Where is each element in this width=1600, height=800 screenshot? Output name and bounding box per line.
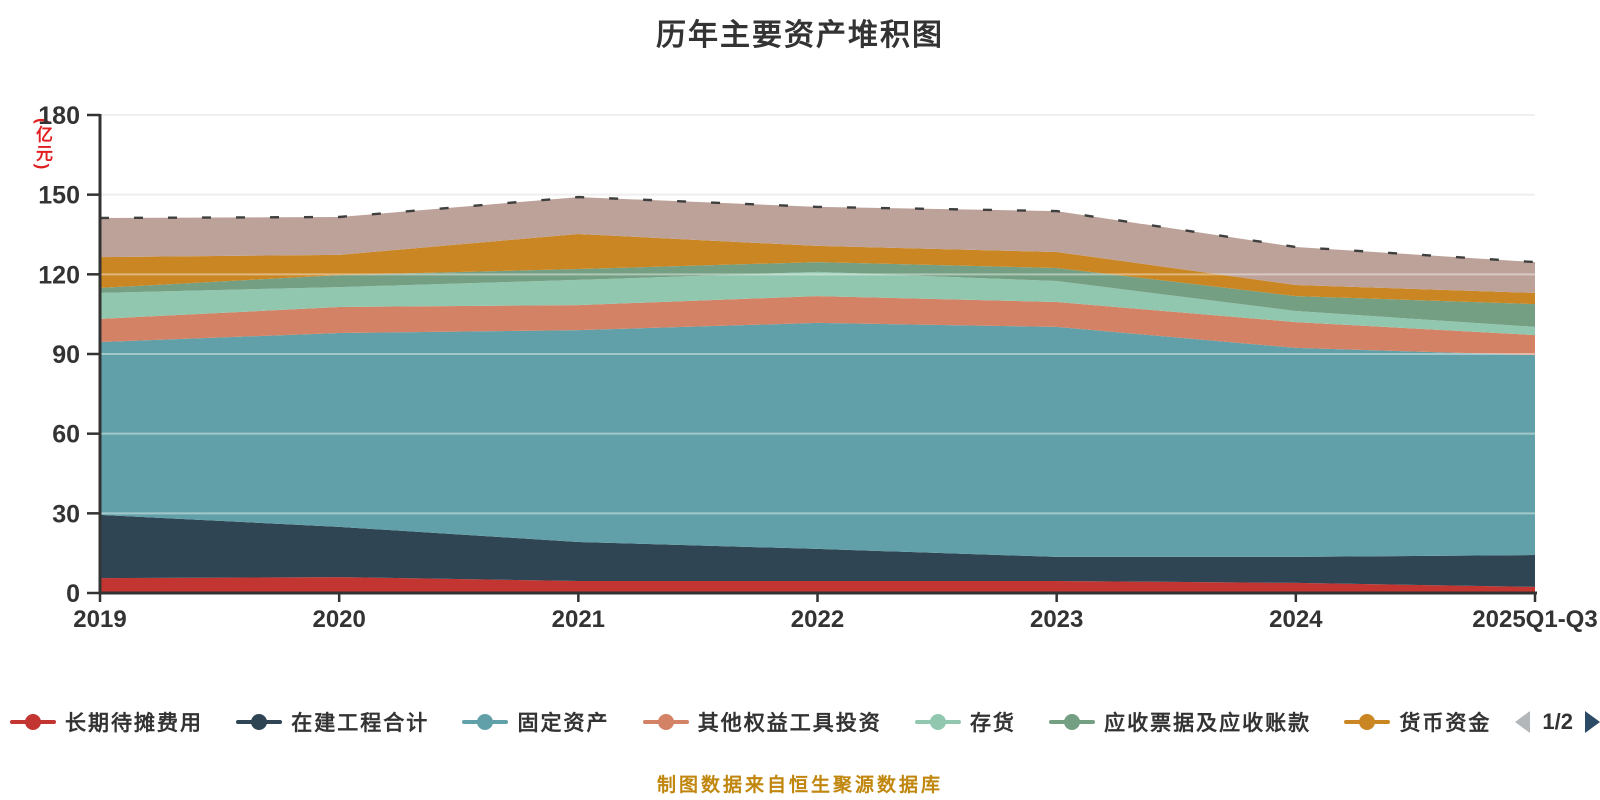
y-axis-label: 120 bbox=[38, 261, 80, 289]
area-货币资金[interactable] bbox=[100, 234, 1535, 305]
y-axis-label: 0 bbox=[66, 580, 80, 608]
legend-next-arrow-icon[interactable] bbox=[1585, 711, 1600, 733]
area-固定资产[interactable] bbox=[100, 322, 1535, 557]
legend-label: 存货 bbox=[969, 712, 1016, 735]
data-source-note: 制图数据来自恒生聚源数据库 bbox=[656, 775, 943, 796]
legend-pagination: 1/2 bbox=[1515, 709, 1600, 735]
area-长期待摊费用[interactable] bbox=[100, 577, 1535, 593]
legend: 长期待摊费用 在建工程合计 固定资产 其他权益工具投资 存货 应收票据及应收账款 货币资金 … bbox=[10, 700, 1600, 744]
legend-item-货币资金[interactable]: 货币资金 bbox=[1344, 707, 1491, 737]
legend-marker-icon bbox=[914, 714, 961, 730]
legend-marker-icon bbox=[462, 714, 509, 730]
legend-item-固定资产[interactable]: 固定资产 bbox=[462, 707, 609, 737]
area-series-8[interactable] bbox=[100, 197, 1535, 293]
plot-area[interactable]: 0 30 60 90 120 150 180 2019 2020 2021 2022 2023 2024… bbox=[0, 0, 1600, 660]
legend-item-存货[interactable]: 存货 bbox=[914, 707, 1016, 737]
legend-label: 长期待摊费用 bbox=[65, 712, 203, 735]
legend-page-indicator: 1/2 bbox=[1542, 709, 1573, 734]
legend-marker-icon bbox=[642, 714, 689, 730]
legend-label: 在建工程合计 bbox=[291, 712, 430, 735]
legend-item-在建工程合计[interactable]: 在建工程合计 bbox=[236, 707, 429, 737]
area-应收票据及应收账款[interactable] bbox=[100, 262, 1535, 327]
legend-item-应收票据及应收账款[interactable]: 应收票据及应收账款 bbox=[1049, 707, 1311, 737]
legend-label: 其他权益工具投资 bbox=[697, 712, 882, 735]
legend-label: 固定资产 bbox=[517, 712, 610, 735]
x-axis-label: 2025Q1-Q3 bbox=[1472, 606, 1597, 633]
x-axis-label: 2024 bbox=[1269, 606, 1323, 633]
x-axis-label: 2019 bbox=[73, 606, 126, 633]
y-axis-label: 30 bbox=[52, 500, 80, 528]
y-axis-unit-label: (亿元) bbox=[33, 118, 52, 172]
legend-label: 货币资金 bbox=[1399, 712, 1492, 735]
y-axis-label: 60 bbox=[52, 421, 80, 449]
area-在建工程合计[interactable] bbox=[100, 514, 1535, 587]
area-存货[interactable] bbox=[100, 271, 1535, 336]
y-axis-label: 180 bbox=[38, 102, 80, 130]
legend-marker-icon bbox=[236, 714, 283, 730]
y-axis-label: 90 bbox=[52, 341, 80, 369]
legend-item-长期待摊费用[interactable]: 长期待摊费用 bbox=[10, 707, 203, 737]
stack-top-edge bbox=[99, 195, 1536, 264]
area-其他权益工具投资[interactable] bbox=[100, 296, 1535, 356]
legend-marker-icon bbox=[1344, 714, 1391, 730]
x-axis-label: 2021 bbox=[552, 606, 605, 633]
legend-items: 长期待摊费用 在建工程合计 固定资产 其他权益工具投资 存货 应收票据及应收账款 货币资金 bbox=[10, 707, 1515, 737]
legend-item-其他权益工具投资[interactable]: 其他权益工具投资 bbox=[642, 707, 882, 737]
x-axis-label: 2022 bbox=[791, 606, 844, 633]
x-axis-label: 2023 bbox=[1030, 606, 1083, 633]
x-axis-label: 2020 bbox=[312, 606, 365, 633]
legend-label: 应收票据及应收账款 bbox=[1104, 712, 1312, 735]
chart-title: 历年主要资产堆积图 bbox=[656, 19, 944, 52]
legend-marker-icon bbox=[1049, 714, 1096, 730]
legend-prev-arrow-icon[interactable] bbox=[1515, 711, 1531, 733]
y-axis-label: 150 bbox=[38, 182, 80, 210]
legend-marker-icon bbox=[10, 714, 56, 730]
